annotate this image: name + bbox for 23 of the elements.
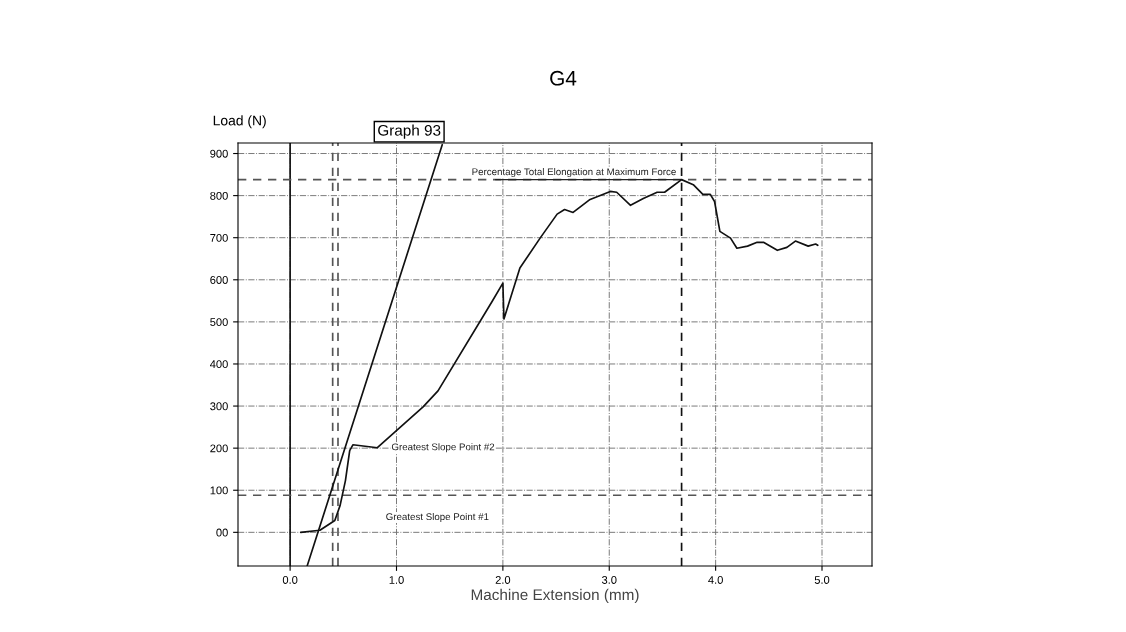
chart-title: G4	[550, 70, 577, 86]
y-tick-label: 400	[210, 360, 228, 369]
annotation: Percentage Total Elongation at Maximum Force	[472, 168, 676, 178]
x-tick-label: 4.0	[708, 576, 723, 584]
x-tick-label: 3.0	[601, 576, 617, 584]
x-tick-label: 1.0	[389, 576, 404, 584]
x-tick-label: 5.0	[814, 576, 830, 584]
y-tick-label: 00	[216, 528, 228, 537]
y-tick-label: 200	[210, 444, 228, 453]
y-axis-title: Load (N)	[213, 115, 266, 129]
x-tick-label: 2.0	[495, 576, 511, 584]
y-tick-label: 800	[210, 191, 228, 200]
y-tick-label: 500	[210, 318, 228, 327]
x-tick-label: 0.0	[282, 576, 298, 584]
x-axis-title: Machine Extension (mm)	[471, 588, 639, 604]
y-tick-label: 300	[210, 402, 228, 411]
y-tick-label: 600	[210, 276, 228, 284]
y-tick-label: 100	[210, 486, 228, 495]
chart-subtitle: Graph 93	[378, 124, 441, 139]
annotation: Greatest Slope Point #2	[391, 443, 495, 453]
y-tick-label: 900	[210, 149, 228, 158]
annotation: Greatest Slope Point #1	[386, 512, 489, 523]
y-tick-label: 700	[210, 233, 228, 242]
